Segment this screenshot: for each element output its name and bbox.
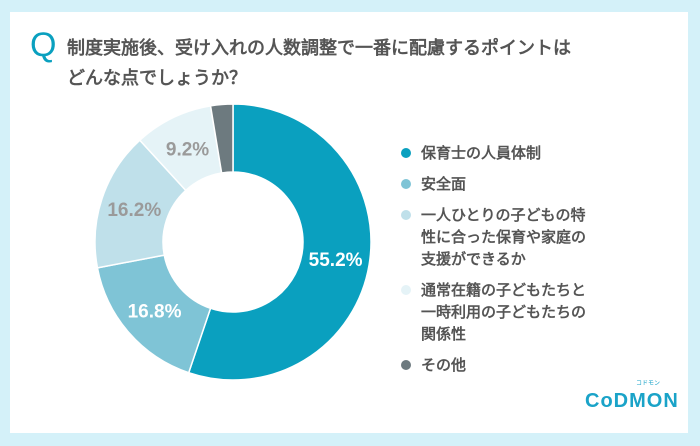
legend-item: 安全面 <box>401 173 641 195</box>
question-mark: Q <box>30 26 57 64</box>
question-title: 制度実施後、受け入れの人数調整で一番に配慮するポイントは どんな点でしょうか？ <box>67 34 667 94</box>
data-label: 9.2% <box>166 139 209 160</box>
legend-swatch <box>401 148 411 158</box>
legend-item: 通常在籍の子どもたちと 一時利用の子どもたちの 関係性 <box>401 279 641 345</box>
legend-label: 保育士の人員体制 <box>421 144 542 162</box>
legend-item: 保育士の人員体制 <box>401 142 641 164</box>
legend-label: 通常在籍の子どもたちと 一時利用の子どもたちの 関係性 <box>421 281 587 343</box>
question-text: 制度実施後、受け入れの人数調整で一番に配慮するポイントは どんな点でしょうか？ <box>67 38 571 89</box>
legend-swatch <box>401 285 411 295</box>
legend-label: 安全面 <box>421 175 467 193</box>
data-label: 16.8% <box>128 301 182 322</box>
legend: 保育士の人員体制 安全面一人ひとりの子どもの特 性に合った保育や家庭の 支援ができ… <box>401 142 641 385</box>
legend-label: その他 <box>421 356 467 374</box>
data-label: 55.2% <box>309 250 363 271</box>
legend-item: 一人ひとりの子どもの特 性に合った保育や家庭の 支援ができるか <box>401 204 641 270</box>
donut-slice <box>209 103 234 174</box>
legend-label: 一人ひとりの子どもの特 性に合った保育や家庭の 支援ができるか <box>421 206 587 268</box>
donut-slice <box>187 103 372 381</box>
legend-swatch <box>401 210 411 220</box>
legend-swatch <box>401 360 411 370</box>
logo-text: CoDMON <box>585 390 679 412</box>
data-label: 16.2% <box>107 200 161 221</box>
legend-swatch <box>401 179 411 189</box>
logo-subtext: コドモン <box>636 380 661 387</box>
codmon-logo: CoDMON <box>585 390 679 412</box>
legend-item: その他 <box>401 354 641 376</box>
